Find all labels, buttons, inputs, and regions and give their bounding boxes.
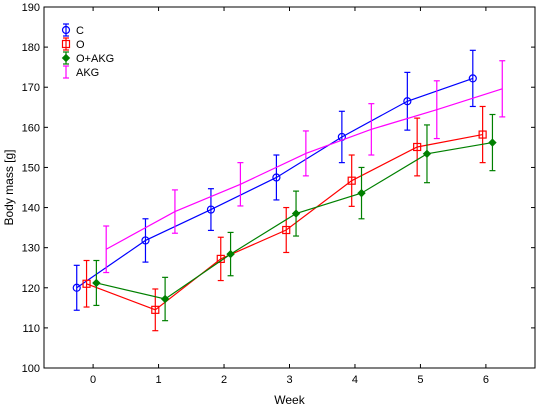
data-point	[141, 236, 150, 245]
data-point	[82, 279, 91, 288]
data-point	[347, 176, 356, 185]
y-tick-label: 180	[22, 42, 40, 54]
plot-frame-group	[43, 6, 536, 369]
legend: CO O+AKG AKG	[61, 23, 114, 79]
data-point	[403, 97, 412, 106]
y-tick-label: 120	[22, 283, 40, 295]
data-point	[413, 142, 422, 152]
y-tick-label: 100	[22, 363, 40, 375]
data-point	[422, 149, 432, 159]
y-tick-label: 110	[22, 323, 40, 335]
x-tick-label: 0	[90, 374, 96, 386]
data-point	[92, 278, 101, 288]
y-tick-label: 150	[22, 162, 40, 174]
legend-label: O	[76, 39, 85, 51]
y-axis: 100 110 120 130 140 150 160 170 180 190	[22, 2, 535, 375]
data-point	[151, 305, 160, 314]
legend-item: AKG	[63, 65, 99, 79]
x-tick-label: 4	[352, 374, 358, 386]
legend-marker	[61, 39, 71, 49]
data-point	[291, 209, 301, 218]
legend-marker	[61, 53, 71, 63]
data-point	[206, 205, 216, 214]
data-point	[282, 225, 291, 235]
series-group	[72, 49, 506, 332]
series-akg	[103, 60, 506, 274]
y-tick-label: 140	[22, 203, 40, 215]
x-tick-label: 2	[221, 374, 227, 386]
data-point	[488, 138, 497, 147]
x-axis-title: Week	[274, 393, 305, 407]
legend-label: C	[76, 25, 84, 37]
y-tick-label: 160	[22, 122, 40, 134]
data-point	[468, 74, 477, 83]
data-point	[226, 249, 235, 259]
data-point	[357, 188, 366, 198]
series-c	[72, 49, 477, 311]
y-tick-label: 190	[22, 2, 40, 14]
legend-item: C	[61, 23, 84, 37]
legend-label: AKG	[76, 67, 99, 79]
series-o-akg	[92, 113, 497, 322]
series-line	[105, 88, 503, 250]
y-tick-label: 170	[22, 82, 40, 94]
series-line	[76, 77, 474, 289]
data-point	[72, 283, 81, 292]
x-tick-label: 5	[417, 374, 423, 386]
data-point	[272, 173, 281, 182]
legend-marker	[61, 25, 71, 35]
data-point	[160, 294, 170, 304]
x-tick-label: 1	[156, 374, 162, 386]
y-tick-label: 130	[22, 243, 40, 255]
plot-frame	[43, 6, 536, 369]
x-tick-label: 6	[483, 374, 489, 386]
legend-label: O+AKG	[76, 53, 114, 65]
series-o	[82, 105, 487, 332]
legend-item: O	[61, 37, 85, 51]
x-tick-label: 3	[286, 374, 292, 386]
y-axis-title: Body mass [g]	[2, 149, 16, 225]
x-axis: 0 1 2 3 4 5 6	[90, 7, 489, 386]
legend-item: O+AKG	[61, 51, 114, 65]
data-point	[478, 130, 487, 139]
